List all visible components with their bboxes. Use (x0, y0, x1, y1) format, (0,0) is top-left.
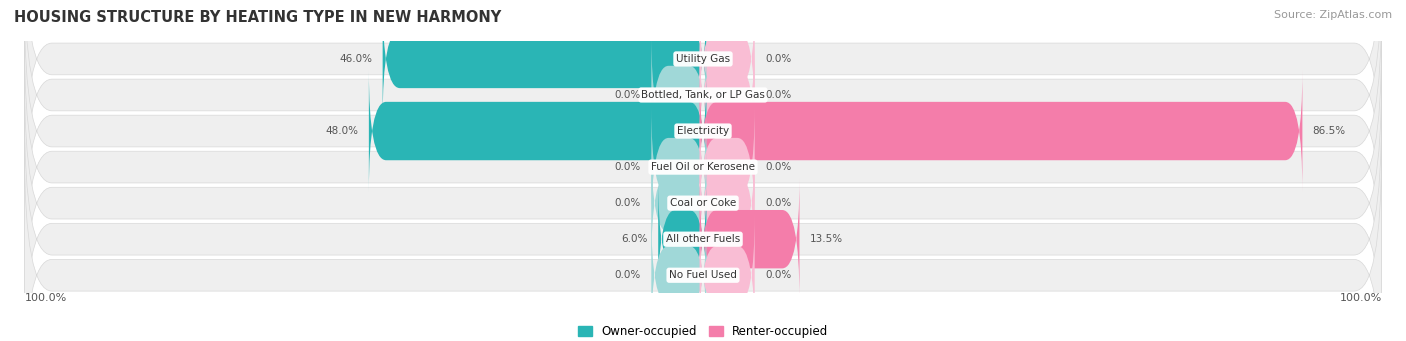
FancyBboxPatch shape (24, 0, 1382, 223)
Text: Bottled, Tank, or LP Gas: Bottled, Tank, or LP Gas (641, 90, 765, 100)
Text: HOUSING STRUCTURE BY HEATING TYPE IN NEW HARMONY: HOUSING STRUCTURE BY HEATING TYPE IN NEW… (14, 10, 502, 25)
FancyBboxPatch shape (651, 214, 706, 336)
Text: 100.0%: 100.0% (1340, 293, 1382, 303)
Text: 0.0%: 0.0% (765, 54, 792, 64)
Text: 0.0%: 0.0% (765, 270, 792, 280)
FancyBboxPatch shape (382, 0, 706, 120)
Legend: Owner-occupied, Renter-occupied: Owner-occupied, Renter-occupied (572, 321, 834, 341)
FancyBboxPatch shape (368, 70, 706, 192)
Text: 0.0%: 0.0% (614, 90, 641, 100)
Text: 13.5%: 13.5% (810, 234, 844, 244)
Text: Source: ZipAtlas.com: Source: ZipAtlas.com (1274, 10, 1392, 20)
FancyBboxPatch shape (658, 178, 706, 300)
FancyBboxPatch shape (651, 106, 706, 228)
Text: 6.0%: 6.0% (621, 234, 648, 244)
FancyBboxPatch shape (700, 142, 755, 264)
FancyBboxPatch shape (24, 0, 1382, 187)
Text: 48.0%: 48.0% (326, 126, 359, 136)
FancyBboxPatch shape (700, 214, 755, 336)
FancyBboxPatch shape (24, 111, 1382, 341)
Text: No Fuel Used: No Fuel Used (669, 270, 737, 280)
Text: 100.0%: 100.0% (24, 293, 66, 303)
Text: 0.0%: 0.0% (614, 198, 641, 208)
FancyBboxPatch shape (24, 39, 1382, 295)
FancyBboxPatch shape (24, 75, 1382, 331)
Text: 0.0%: 0.0% (765, 198, 792, 208)
FancyBboxPatch shape (651, 34, 706, 156)
FancyBboxPatch shape (651, 142, 706, 264)
Text: 0.0%: 0.0% (765, 90, 792, 100)
Text: Electricity: Electricity (676, 126, 730, 136)
Text: Utility Gas: Utility Gas (676, 54, 730, 64)
Text: 0.0%: 0.0% (614, 162, 641, 172)
Text: 86.5%: 86.5% (1313, 126, 1346, 136)
Text: All other Fuels: All other Fuels (666, 234, 740, 244)
FancyBboxPatch shape (700, 178, 800, 300)
Text: 0.0%: 0.0% (765, 162, 792, 172)
FancyBboxPatch shape (700, 106, 755, 228)
FancyBboxPatch shape (700, 34, 755, 156)
FancyBboxPatch shape (24, 3, 1382, 260)
Text: 46.0%: 46.0% (339, 54, 373, 64)
Text: 0.0%: 0.0% (614, 270, 641, 280)
FancyBboxPatch shape (700, 0, 755, 120)
Text: Coal or Coke: Coal or Coke (669, 198, 737, 208)
Text: Fuel Oil or Kerosene: Fuel Oil or Kerosene (651, 162, 755, 172)
FancyBboxPatch shape (24, 147, 1382, 341)
FancyBboxPatch shape (700, 70, 1302, 192)
